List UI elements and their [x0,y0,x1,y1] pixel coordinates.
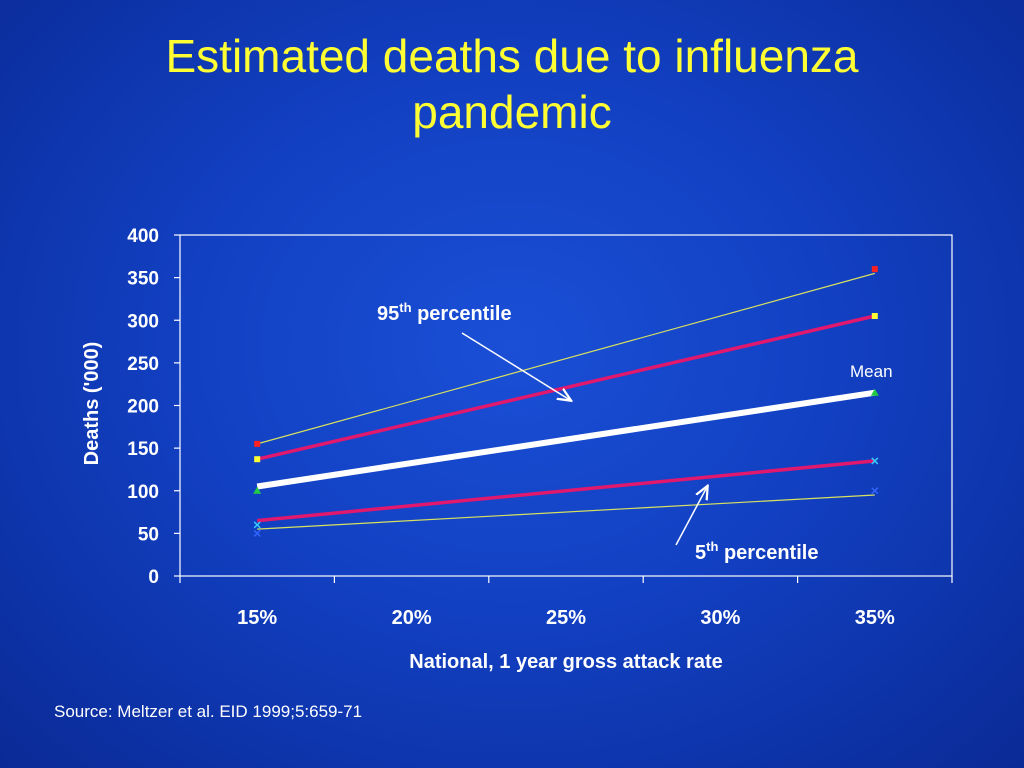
slide-title-line-1: Estimated deaths due to influenza [165,30,859,82]
y-tick-label: 300 [127,311,159,332]
data-point-x [253,521,261,529]
data-point-square [254,440,261,447]
data-point-triangle [253,486,262,494]
data-point-square [871,312,878,319]
y-axis-title: Deaths ('000) [81,342,103,466]
x-tick-label: 35% [855,607,895,629]
source-citation: Source: Meltzer et al. EID 1999;5:659-71 [54,702,363,721]
series-line-lower-bound [257,494,875,530]
data-point-square [871,266,878,273]
y-tick-label: 250 [127,354,159,375]
series-line-percentile-95 [256,314,876,461]
plot-area-border [179,234,953,577]
x-tick-label: 20% [392,607,432,629]
series-line-percentile-5 [257,459,875,523]
x-tick-label: 25% [546,607,586,629]
data-point-x [871,457,879,465]
annotation-95th-percentile: 95th percentile [377,300,512,325]
data-point-x [253,529,261,537]
series-line-mean [256,389,876,490]
slide-title: Estimated deaths due to influenza pandem… [0,28,1024,140]
x-tick-label: 15% [237,607,277,629]
x-axis-title: National, 1 year gross attack rate [409,651,722,673]
annotation-5th-percentile: 5th percentile [695,539,818,564]
y-tick-label: 350 [127,269,159,290]
annotation-arrow-5th [675,487,707,546]
y-tick-label: 400 [127,226,159,247]
y-tick-label: 100 [127,482,159,503]
x-tick-label: 30% [700,607,740,629]
slide-title-line-2: pandemic [412,86,612,138]
series-line-upper-bound [257,272,875,445]
y-tick-label: 200 [127,397,159,418]
data-point-x [871,487,879,495]
data-point-square [254,456,261,463]
annotation-arrow-95th [461,332,570,400]
y-tick-label: 50 [138,524,159,545]
y-tick-label: 150 [127,439,159,460]
y-tick-label: 0 [148,567,159,588]
data-point-triangle [870,388,879,396]
annotation-mean: Mean [850,362,893,381]
